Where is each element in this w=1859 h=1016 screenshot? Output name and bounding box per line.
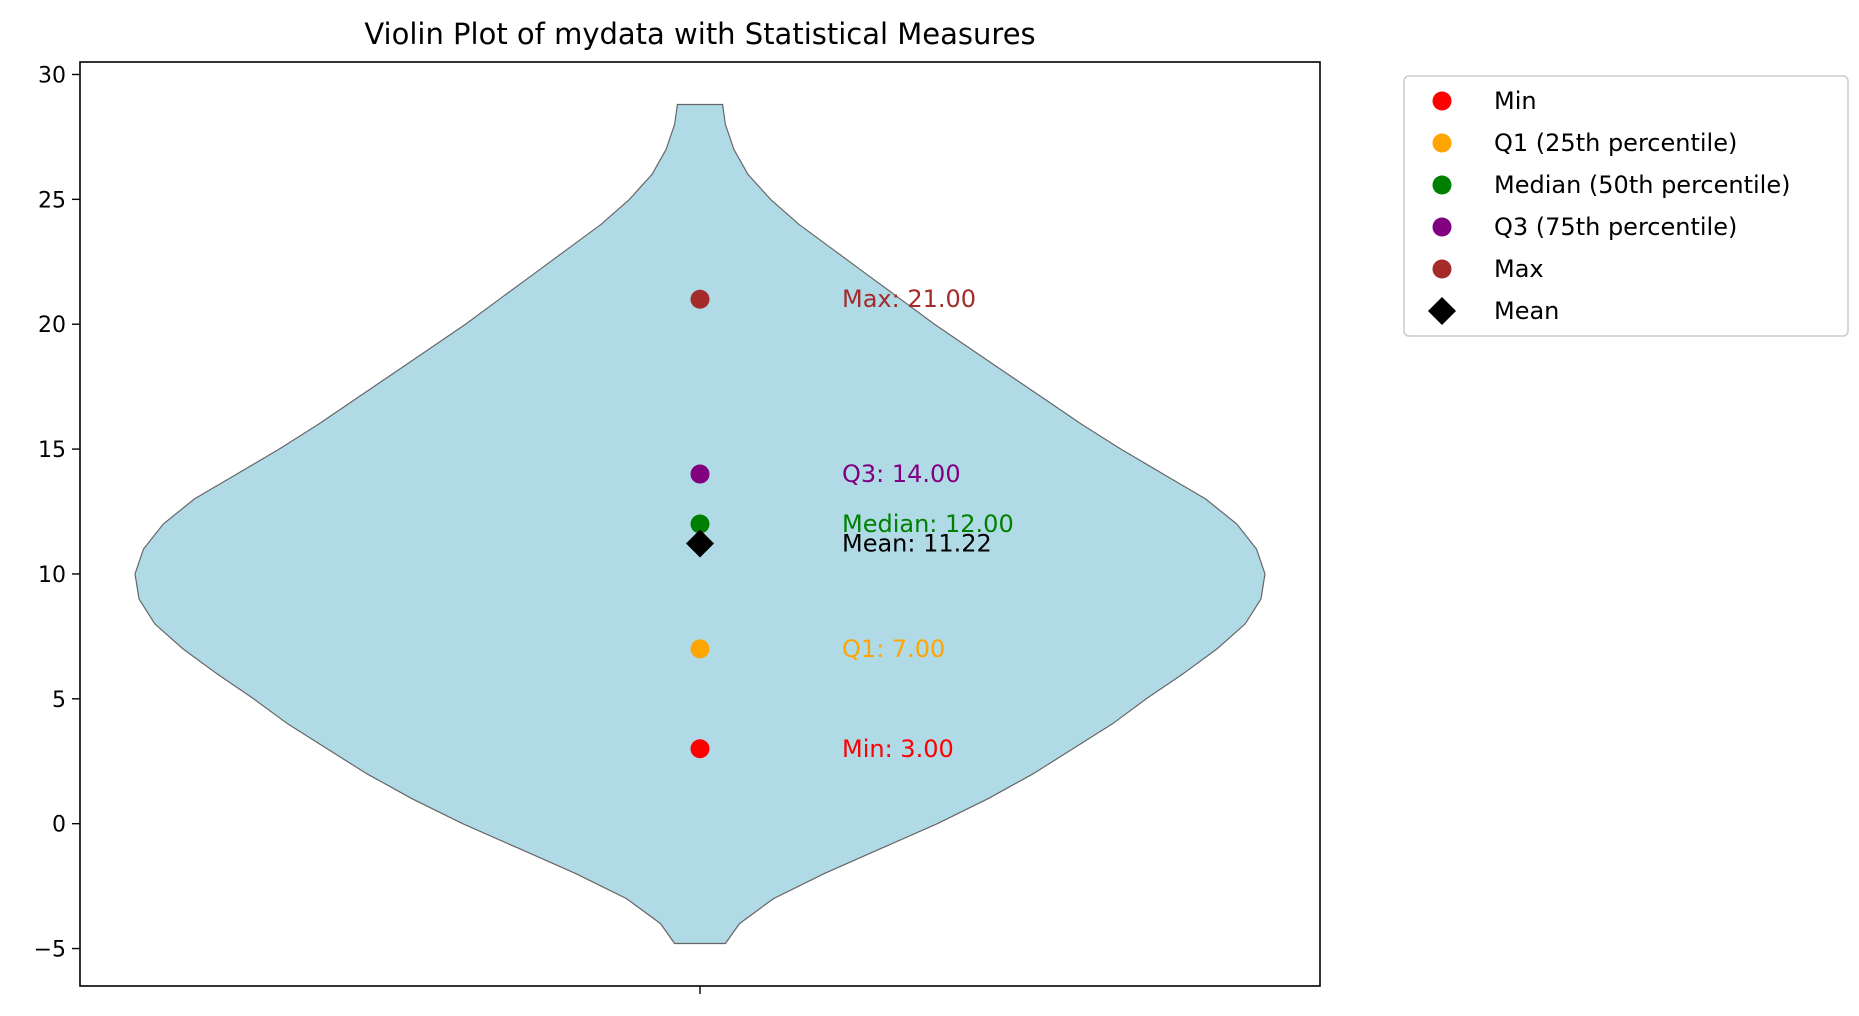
median-marker: [690, 514, 710, 534]
q1-marker: [690, 639, 710, 659]
min-marker: [690, 739, 710, 759]
y-tick-label: 20: [38, 313, 66, 338]
mean-annotation: Mean: 11.22: [842, 529, 992, 557]
legend-mean-marker: [1428, 297, 1456, 325]
legend-min-marker: [1432, 91, 1452, 111]
y-tick-label: 0: [52, 813, 66, 838]
chart-title: Violin Plot of mydata with Statistical M…: [364, 17, 1035, 51]
legend-max-marker: [1432, 259, 1452, 279]
median-annotation: Median: 12.00: [842, 510, 1014, 538]
legend-label: Max: [1494, 255, 1544, 283]
y-tick-label: 5: [52, 688, 66, 713]
q3-marker: [690, 464, 710, 484]
min-annotation: Min: 3.00: [842, 735, 954, 763]
y-tick-label: 10: [38, 563, 66, 588]
legend-q1-marker: [1432, 133, 1452, 153]
legend-box: [1403, 75, 1849, 337]
y-axis: −5 0 5 10 15 20 25 30: [34, 63, 701, 994]
legend-median-marker: [1432, 175, 1452, 195]
y-tick-label: 15: [38, 438, 66, 463]
mean-marker: [686, 529, 714, 558]
legend-label: Q3 (75th percentile): [1494, 213, 1737, 241]
legend-label: Mean: [1494, 297, 1559, 325]
q1-annotation: Q1: 7.00: [842, 635, 945, 663]
legend-label: Q1 (25th percentile): [1494, 129, 1737, 157]
q3-annotation: Q3: 14.00: [842, 460, 961, 488]
y-tick-label: 30: [38, 63, 66, 88]
legend-label: Min: [1494, 87, 1537, 115]
max-annotation: Max: 21.00: [842, 285, 976, 313]
plot-area: Min: 3.00 Q1: 7.00 Median: 12.00 Q3: 14.00 M…: [79, 61, 1321, 987]
legend: Min Q1 (25th percentile) Median (50th perc…: [1403, 75, 1849, 337]
legend-label: Median (50th percentile): [1494, 171, 1790, 199]
y-tick-label: 25: [38, 188, 66, 213]
max-marker: [690, 289, 710, 309]
y-tick-label: −5: [34, 938, 66, 963]
legend-q3-marker: [1432, 217, 1452, 237]
